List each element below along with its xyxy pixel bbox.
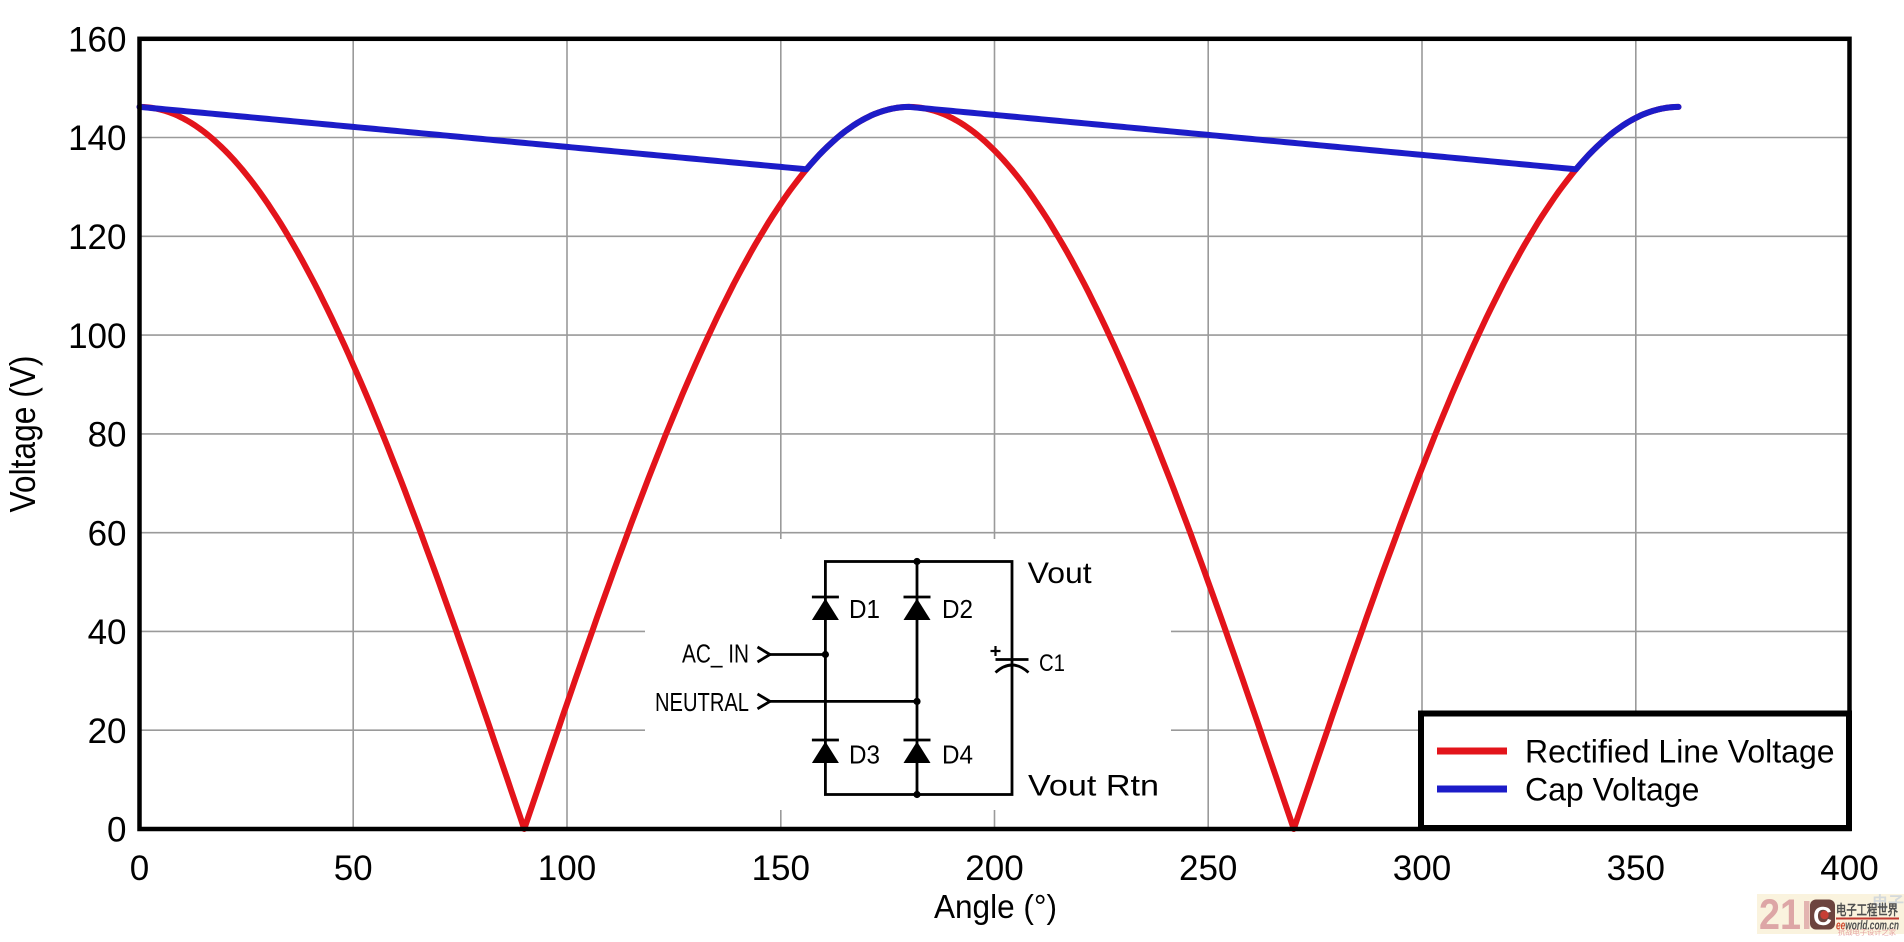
svg-text:60: 60 xyxy=(88,514,127,553)
svg-text:电子网: 电子网 xyxy=(1872,893,1904,912)
svg-text:0: 0 xyxy=(107,811,126,850)
svg-text:200: 200 xyxy=(965,849,1023,888)
svg-text:0: 0 xyxy=(130,849,149,888)
svg-text:100: 100 xyxy=(68,317,126,356)
svg-text:Vout: Vout xyxy=(1028,557,1093,590)
svg-text:21: 21 xyxy=(1759,891,1801,937)
svg-text:20: 20 xyxy=(88,712,127,751)
svg-text:400: 400 xyxy=(1820,849,1878,888)
svg-text:Cap Voltage: Cap Voltage xyxy=(1525,772,1699,808)
svg-text:350: 350 xyxy=(1607,849,1665,888)
svg-text:40: 40 xyxy=(88,613,127,652)
svg-text:D2: D2 xyxy=(942,594,973,624)
svg-text:300: 300 xyxy=(1393,849,1451,888)
svg-text:160: 160 xyxy=(68,21,126,60)
svg-text:250: 250 xyxy=(1179,849,1237,888)
svg-text:120: 120 xyxy=(68,218,126,257)
svg-text:Vout Rtn: Vout Rtn xyxy=(1028,770,1159,803)
svg-text:140: 140 xyxy=(68,119,126,158)
svg-text:D3: D3 xyxy=(849,740,880,770)
svg-text:80: 80 xyxy=(88,416,127,455)
svg-text:eeworld.com.cn: eeworld.com.cn xyxy=(1836,918,1899,933)
svg-text:100: 100 xyxy=(538,849,596,888)
svg-text:150: 150 xyxy=(752,849,810,888)
svg-text:AC_ IN: AC_ IN xyxy=(682,639,749,669)
svg-text:C1: C1 xyxy=(1039,650,1065,677)
svg-text:电子工程世界: 电子工程世界 xyxy=(1836,902,1899,918)
svg-text:NEUTRAL: NEUTRAL xyxy=(655,687,749,717)
svg-text:抗战电子设计之家: 抗战电子设计之家 xyxy=(1838,928,1896,937)
svg-text:D4: D4 xyxy=(942,740,973,770)
svg-text:Rectified Line Voltage: Rectified Line Voltage xyxy=(1525,734,1835,770)
svg-text:50: 50 xyxy=(334,849,373,888)
svg-text:Voltage (V): Voltage (V) xyxy=(2,356,43,513)
svg-text:Angle (°): Angle (°) xyxy=(934,888,1057,925)
svg-text:D1: D1 xyxy=(849,594,880,624)
